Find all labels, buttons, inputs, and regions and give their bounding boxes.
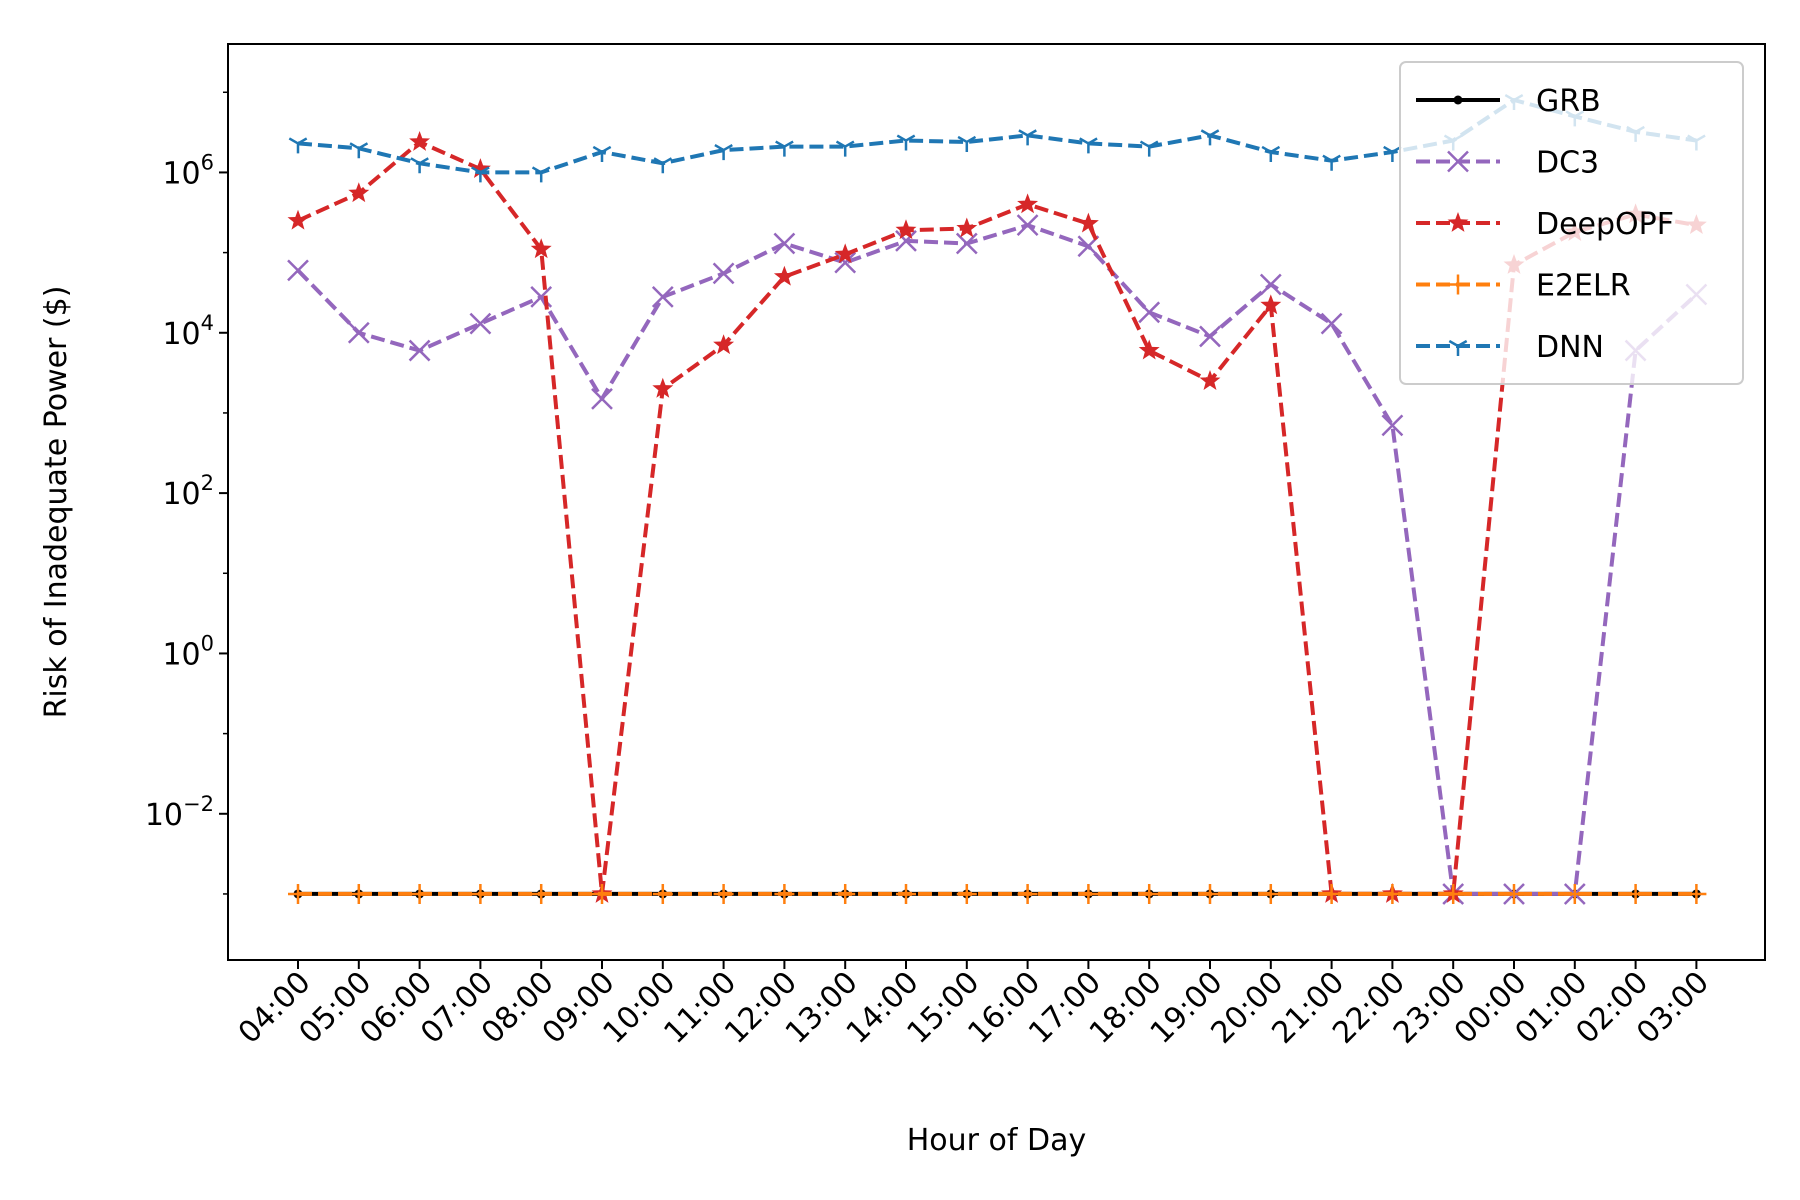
data-point bbox=[287, 209, 309, 230]
data-point bbox=[1443, 883, 1464, 904]
data-point bbox=[1625, 883, 1646, 904]
data-point bbox=[347, 321, 370, 344]
legend-label: DNN bbox=[1536, 330, 1604, 365]
data-point bbox=[712, 262, 735, 285]
data-point bbox=[471, 166, 490, 183]
series-line bbox=[296, 223, 1698, 896]
legend-label: E2ELR bbox=[1536, 269, 1631, 304]
data-point bbox=[1320, 312, 1343, 335]
data-point bbox=[1199, 370, 1221, 390]
data-point bbox=[835, 140, 855, 157]
data-point bbox=[1321, 883, 1342, 904]
data-point bbox=[1200, 129, 1220, 146]
data-point bbox=[1322, 154, 1341, 171]
series-layer bbox=[287, 93, 1708, 905]
data-point bbox=[1016, 214, 1039, 237]
data-point bbox=[956, 217, 978, 238]
data-point bbox=[1139, 140, 1159, 157]
data-point bbox=[1078, 883, 1099, 904]
data-point bbox=[287, 259, 309, 282]
data-point bbox=[895, 230, 917, 252]
series-dc3 bbox=[287, 214, 1708, 905]
data-point bbox=[1261, 145, 1281, 162]
data-point bbox=[1079, 137, 1098, 154]
data-point bbox=[1381, 414, 1404, 437]
data-point bbox=[652, 377, 674, 398]
data-point bbox=[653, 157, 673, 174]
data-point bbox=[288, 883, 308, 904]
data-point bbox=[1448, 339, 1468, 356]
data-point bbox=[713, 883, 734, 904]
data-point bbox=[348, 182, 370, 203]
data-point bbox=[531, 883, 552, 904]
data-point bbox=[713, 334, 735, 355]
data-point bbox=[288, 137, 308, 154]
data-point bbox=[470, 883, 491, 904]
data-point bbox=[348, 883, 369, 904]
x-axis-label: Hour of Day bbox=[907, 1123, 1087, 1158]
legend-label: DC3 bbox=[1536, 146, 1599, 181]
data-point bbox=[896, 134, 916, 151]
data-point bbox=[774, 883, 795, 904]
data-point bbox=[895, 219, 917, 240]
data-point bbox=[1260, 883, 1281, 904]
data-point bbox=[1453, 95, 1463, 105]
data-point bbox=[1138, 339, 1160, 360]
data-point bbox=[896, 883, 916, 904]
data-point bbox=[955, 232, 978, 255]
data-point bbox=[409, 130, 431, 151]
data-point bbox=[592, 883, 612, 904]
data-point bbox=[410, 157, 429, 174]
series-e2elr bbox=[288, 883, 1707, 904]
data-point bbox=[651, 286, 674, 308]
data-point bbox=[957, 135, 977, 152]
data-point bbox=[714, 144, 733, 161]
series-line bbox=[297, 140, 1697, 896]
data-point bbox=[773, 265, 795, 286]
data-point bbox=[469, 158, 491, 179]
legend: GRB DC3 DeepOPF E2ELR DNN bbox=[1399, 61, 1744, 385]
data-point bbox=[834, 251, 857, 274]
data-point bbox=[956, 883, 977, 904]
data-point bbox=[1017, 883, 1038, 904]
data-point bbox=[775, 140, 794, 157]
data-point bbox=[1138, 301, 1161, 324]
data-point bbox=[591, 387, 613, 410]
data-point bbox=[530, 238, 552, 259]
data-point bbox=[1260, 294, 1282, 315]
data-point bbox=[1200, 883, 1220, 904]
legend-label: DeepOPF bbox=[1536, 207, 1674, 242]
data-point bbox=[531, 166, 551, 183]
y-axis-label: Risk of Inadequate Power ($) bbox=[39, 286, 74, 719]
data-point bbox=[1018, 129, 1037, 146]
data-point bbox=[1447, 212, 1469, 232]
data-point bbox=[592, 145, 612, 162]
legend-box bbox=[1399, 61, 1744, 385]
data-point bbox=[1447, 150, 1469, 173]
data-point bbox=[409, 883, 430, 904]
data-point bbox=[1259, 273, 1282, 296]
data-point bbox=[1382, 883, 1403, 904]
data-point bbox=[1077, 212, 1099, 233]
data-point bbox=[1017, 193, 1039, 214]
data-point bbox=[652, 883, 673, 904]
data-point bbox=[1504, 883, 1524, 904]
data-point bbox=[835, 883, 856, 904]
data-point bbox=[349, 142, 369, 159]
data-point bbox=[1686, 883, 1707, 904]
plot-frame bbox=[227, 43, 1766, 961]
data-point bbox=[1199, 325, 1221, 348]
data-point bbox=[773, 232, 796, 255]
legend-label: GRB bbox=[1536, 84, 1601, 119]
data-point bbox=[834, 243, 856, 264]
data-point bbox=[1448, 274, 1468, 295]
data-point bbox=[1564, 883, 1585, 904]
data-point bbox=[1139, 883, 1160, 904]
data-point bbox=[408, 339, 431, 362]
data-point bbox=[469, 312, 492, 335]
